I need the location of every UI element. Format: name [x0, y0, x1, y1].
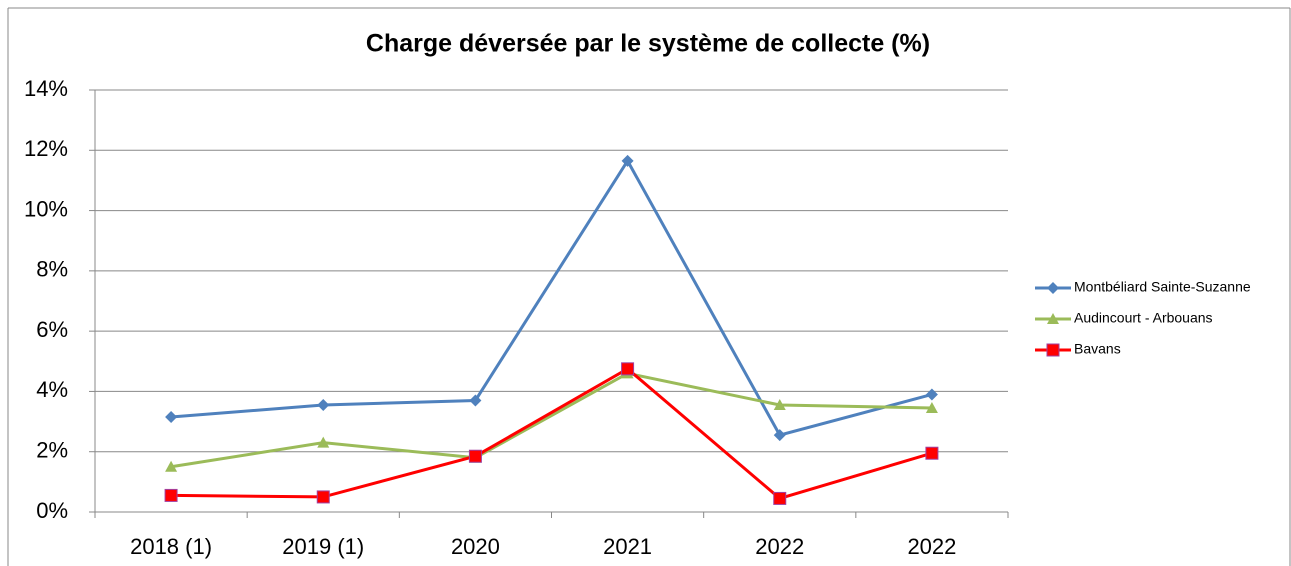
x-tick-label: 2019 (1) — [282, 534, 364, 559]
data-point — [165, 411, 178, 424]
data-point — [317, 398, 330, 411]
legend-label: Montbéliard Sainte-Suzanne — [1074, 279, 1251, 295]
legend-marker — [1047, 282, 1059, 294]
data-point — [317, 436, 330, 448]
data-point — [164, 488, 178, 502]
data-point — [925, 402, 938, 414]
x-tick-label: 2022 — [907, 534, 956, 559]
series-line — [170, 371, 932, 469]
y-tick-label: 8% — [36, 257, 68, 282]
x-tick-label: 2018 (1) — [130, 534, 212, 559]
data-point — [316, 490, 330, 504]
x-tick-label: 2021 — [603, 534, 652, 559]
data-point — [773, 491, 787, 505]
data-point — [773, 398, 786, 410]
legend-marker — [1047, 313, 1059, 324]
y-tick-label: 0% — [36, 498, 68, 523]
data-point — [621, 154, 634, 167]
legend-marker — [1046, 343, 1060, 357]
data-point — [925, 388, 938, 401]
y-tick-label: 14% — [24, 76, 68, 101]
chart-title: Charge déversée par le système de collec… — [366, 30, 930, 58]
y-tick-label: 12% — [24, 136, 68, 161]
y-tick-label: 10% — [24, 196, 68, 221]
x-tick-label: 2022 — [755, 534, 804, 559]
data-point — [468, 449, 482, 463]
data-point — [925, 446, 939, 460]
series-line — [170, 157, 933, 437]
y-tick-label: 4% — [36, 377, 68, 402]
legend-label: Bavans — [1074, 341, 1121, 357]
y-tick-label: 6% — [36, 317, 68, 342]
series-line — [171, 366, 933, 501]
data-point — [621, 362, 635, 376]
x-tick-label: 2020 — [451, 534, 500, 559]
data-point — [773, 429, 786, 442]
y-tick-label: 2% — [36, 438, 68, 463]
data-point — [165, 460, 178, 472]
data-point — [469, 394, 482, 407]
legend-label: Audincourt - Arbouans — [1074, 310, 1213, 326]
